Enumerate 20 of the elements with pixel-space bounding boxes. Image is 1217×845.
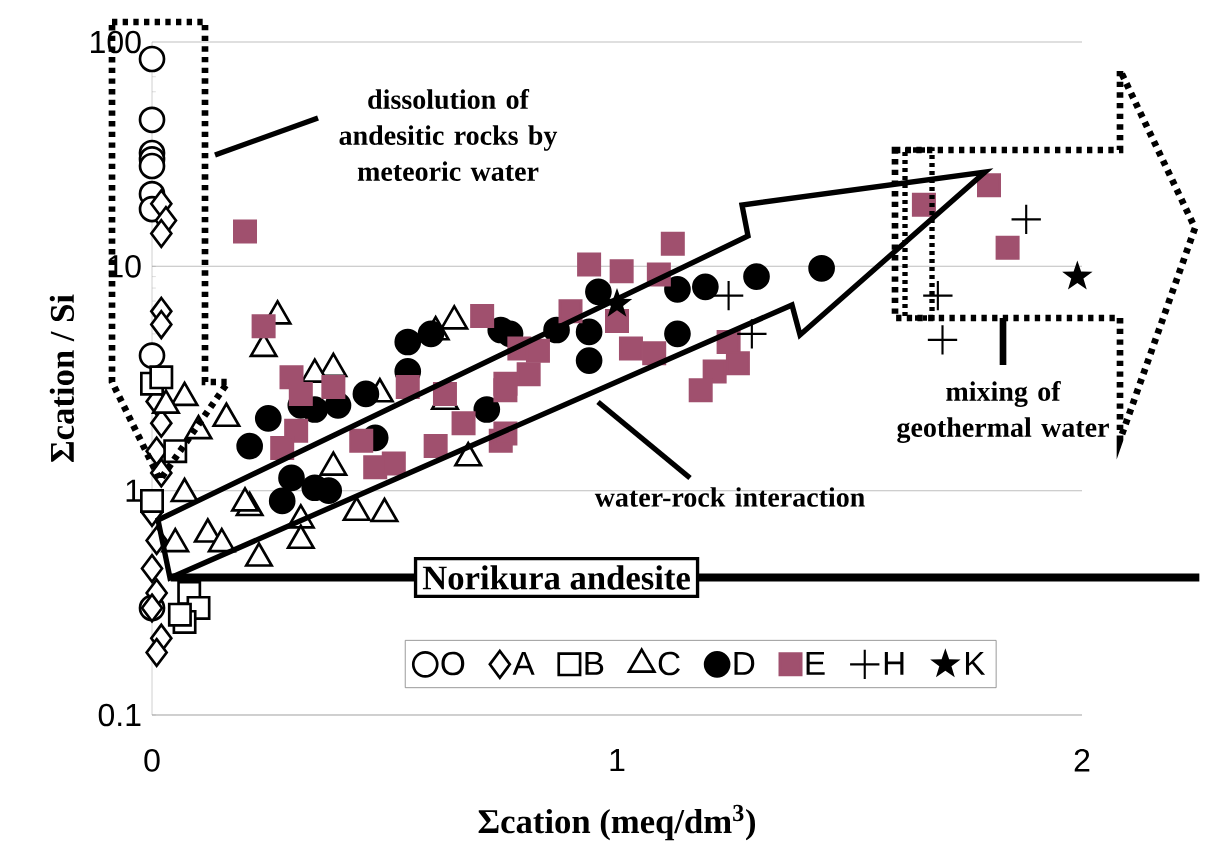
legend-label: D bbox=[734, 651, 755, 675]
x-axis-title: Σcation (meq/dm$^{3}$) bbox=[478, 804, 755, 841]
ref-line-label: Norikura andesite bbox=[422, 565, 690, 590]
legend-label: H bbox=[884, 651, 904, 675]
annotation: dissolution of andesitic rocks by meteoric water bbox=[339, 88, 558, 181]
legend-label: E bbox=[806, 651, 825, 675]
legend-label: A bbox=[512, 651, 535, 675]
x-tick-label: 0 bbox=[144, 749, 160, 772]
legend-label: B bbox=[585, 651, 604, 675]
legend-label: C bbox=[658, 651, 680, 676]
legend-label: K bbox=[965, 651, 986, 675]
y-axis-title: Σcation / Si bbox=[49, 294, 75, 462]
y-tick-label: 1 bbox=[126, 479, 141, 502]
x-tick-label: 2 bbox=[1074, 749, 1090, 772]
x-tick-label: 1 bbox=[610, 749, 625, 772]
annotation: mixing of geothermal water bbox=[897, 381, 1109, 443]
y-tick-label: 0.1 bbox=[98, 703, 141, 727]
annotation: water-rock interaction bbox=[594, 487, 865, 507]
y-tick-label: 10 bbox=[108, 255, 141, 278]
legend-label: O bbox=[441, 651, 465, 676]
